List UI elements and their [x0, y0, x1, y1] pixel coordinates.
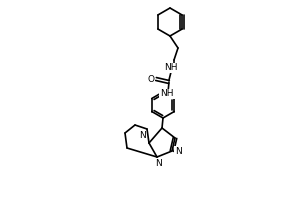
- Text: N: N: [154, 158, 161, 168]
- Text: O: O: [148, 74, 154, 84]
- Text: N: N: [175, 146, 182, 156]
- Text: NH: NH: [160, 90, 174, 98]
- Text: NH: NH: [164, 64, 178, 72]
- Text: N: N: [139, 132, 145, 140]
